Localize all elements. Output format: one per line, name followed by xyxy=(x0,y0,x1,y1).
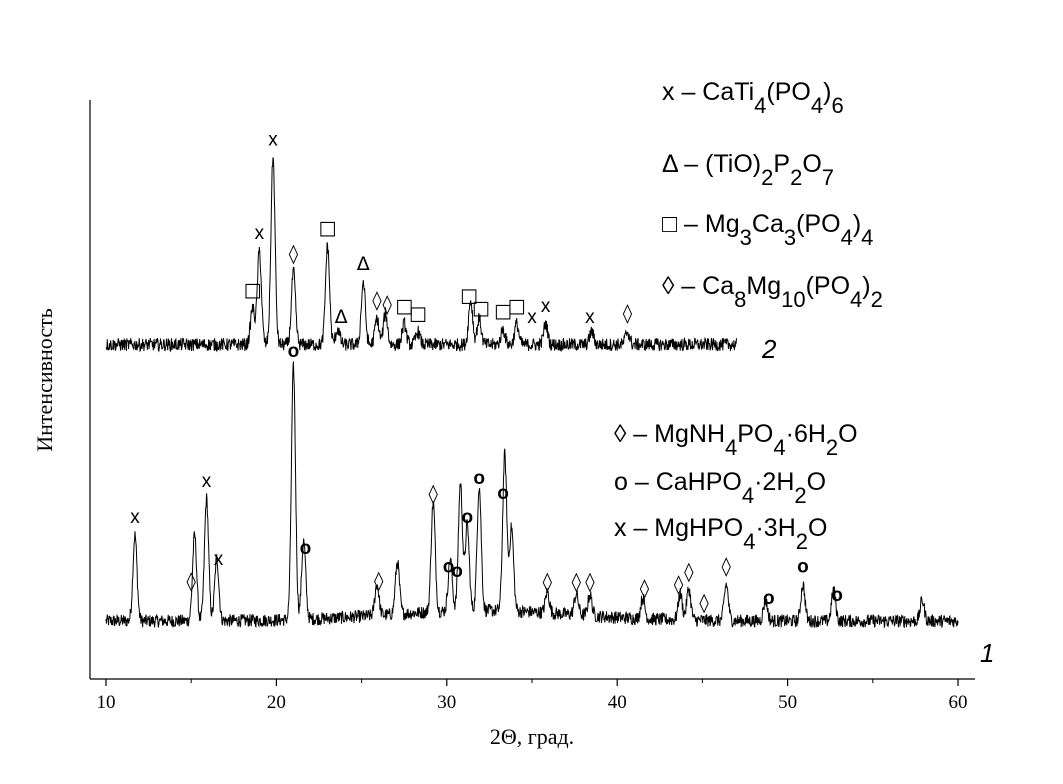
curve-label-1: 1 xyxy=(980,638,994,668)
curve-1-marker: x xyxy=(130,507,140,528)
curve-1-marker: ◊ xyxy=(684,561,694,583)
curve-2-marker: ◊ xyxy=(289,243,299,265)
curve-1-marker: ◊ xyxy=(674,574,684,596)
curve-1-marker: o xyxy=(473,468,485,489)
curve-2-marker: □ xyxy=(409,303,427,325)
legend-symbol: x – xyxy=(614,514,654,542)
curve-2-marker: □ xyxy=(460,284,478,306)
curve-2-marker: x xyxy=(255,223,265,244)
curve-2-marker: ◊ xyxy=(623,303,633,325)
legend-symbol: x – xyxy=(662,78,702,106)
legend-symbol: ◊ – xyxy=(662,272,702,300)
x-tick-label: 60 xyxy=(949,692,968,713)
legend-symbol: ◊ – xyxy=(614,420,654,448)
curve-1-marker: o xyxy=(451,561,463,582)
curve-1-legend-entry: ◊ – MgNH4PO4·6H2O xyxy=(614,420,858,460)
x-tick-label: 20 xyxy=(267,692,286,713)
curve-2-marker: Δ xyxy=(335,306,348,328)
curve-1-marker: o xyxy=(288,341,300,362)
curve-2-marker: x xyxy=(527,307,537,328)
axes-layer: 10 20 30 40 50 60 2Θ, град. Интенсивность xyxy=(32,100,975,749)
curve-1-marker: ◊ xyxy=(543,571,553,593)
curve-1-marker: ◊ xyxy=(699,592,709,614)
curve-2-marker: ◊ xyxy=(372,290,382,312)
x-tick-label: 10 xyxy=(97,692,116,713)
curve-1-marker: o xyxy=(763,588,775,609)
curve-2-marker: x xyxy=(268,129,278,150)
curve-1-marker: ◊ xyxy=(585,571,595,593)
curve-2-legend-entry: □ – Mg3Ca3(PO4)4 xyxy=(662,210,873,250)
curve-2-marker: □ xyxy=(494,300,512,322)
curve-label-2: 2 xyxy=(761,334,777,364)
legend-symbol: Δ – xyxy=(662,150,705,178)
curve-2-marker: x xyxy=(585,307,595,328)
legends-layer: x – CaTi4(PO4)6 Δ – (TiO)2P2O7 □ – Mg3Ca3(… xyxy=(614,78,883,554)
curve-1-marker: o xyxy=(831,585,843,606)
x-tick-label: 40 xyxy=(608,692,627,713)
curve-2-marker: □ xyxy=(508,295,526,317)
curve-1-marker: ◊ xyxy=(374,570,384,592)
curve-2-legend-entry: Δ – (TiO)2P2O7 xyxy=(662,150,834,190)
curve-2-marker: □ xyxy=(319,217,337,239)
x-tick-label: 50 xyxy=(778,692,797,713)
curve-1-marker: o xyxy=(497,483,509,504)
curve-1-marker: o xyxy=(300,538,312,559)
curve-1-marker: o xyxy=(443,556,455,577)
curve-1-marker: ◊ xyxy=(187,571,197,593)
curve-2-marker: □ xyxy=(395,295,413,317)
xrd-curve-2 xyxy=(105,157,737,353)
curve-2-marker: Δ xyxy=(357,253,370,275)
curve-2-marker: ◊ xyxy=(382,294,392,316)
curve-2-marker: □ xyxy=(472,297,490,319)
legend-symbol: o – xyxy=(614,468,656,496)
curve-1-marker: x xyxy=(214,549,224,570)
curve-2-legend-entry: x – CaTi4(PO4)6 xyxy=(662,78,844,118)
curve-1-marker: ◊ xyxy=(640,577,650,599)
curve-2-marker: x xyxy=(541,296,551,317)
xrd-curve-1 xyxy=(105,361,959,629)
curves-layer: 12 xyxy=(105,157,994,668)
curve-2-marker: □ xyxy=(244,279,262,301)
y-axis-title: Интенсивность xyxy=(32,308,57,451)
x-tick-label: 30 xyxy=(437,692,456,713)
curve-1-marker: ◊ xyxy=(722,556,732,578)
legend-symbol: □ – xyxy=(662,210,705,238)
curve-1-legend-entry: x – MgHPO4·3H2O xyxy=(614,514,827,554)
curve-1-marker: o xyxy=(461,507,473,528)
curve-1-marker: ◊ xyxy=(572,571,582,593)
curve-1-legend-entry: o – CaHPO4·2H2O xyxy=(614,468,826,508)
curve-1-marker: ◊ xyxy=(428,483,438,505)
curve-1-marker: o xyxy=(797,557,809,578)
curve-2-legend-entry: ◊ – Ca8Mg10(PO4)2 xyxy=(662,272,883,312)
curve-1-marker: x xyxy=(202,471,212,492)
x-axis-title: 2Θ, град. xyxy=(490,724,574,749)
